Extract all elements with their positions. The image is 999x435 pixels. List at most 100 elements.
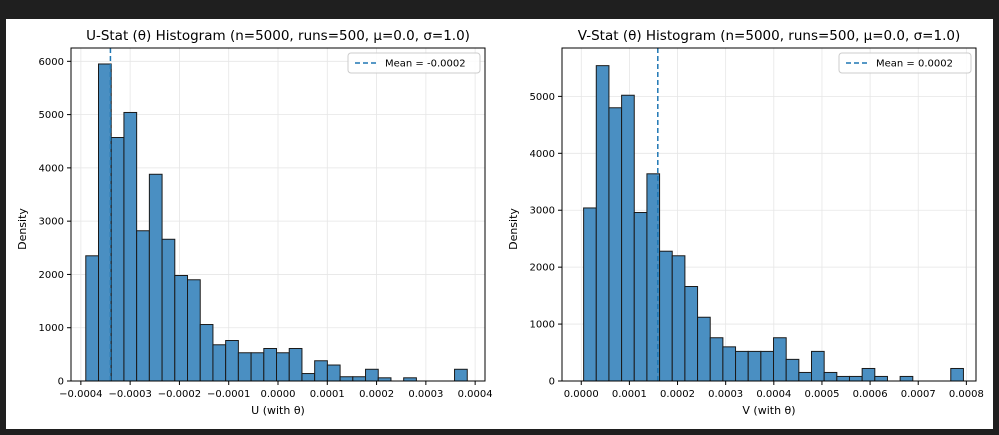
chart-title: U-Stat (θ) Histogram (n=5000, runs=500, … [86, 28, 470, 44]
x-tick-label: 0.0002 [660, 389, 695, 400]
histogram-bar [199, 324, 214, 382]
legend-box [347, 52, 481, 74]
x-tick-label: 0.0003 [408, 389, 443, 400]
histogram-bar [136, 230, 150, 382]
histogram-bar [85, 255, 100, 382]
x-tick-label: 0.0000 [564, 389, 599, 400]
bars [85, 63, 468, 382]
histogram-bar [760, 350, 775, 382]
histogram-bar [874, 375, 888, 382]
histogram-bar [212, 344, 227, 382]
histogram-bar [174, 275, 189, 382]
x-tick-label: 0.0000 [261, 389, 296, 400]
x-tick-label: 0.0004 [756, 389, 791, 400]
y-tick-label: 0 [58, 377, 64, 388]
x-tick-label: −0.0003 [108, 389, 151, 400]
histogram-bar [98, 63, 112, 382]
figure: U-Stat (θ) Histogram (n=5000, runs=500, … [6, 19, 993, 429]
histogram-bar [811, 350, 825, 382]
plot-area-border [561, 47, 977, 382]
x-tick-label: 0.0001 [612, 389, 647, 400]
y-tick-label: 6000 [39, 57, 64, 68]
histogram-bar [621, 94, 635, 382]
histogram-bar [148, 173, 163, 382]
x-tick-label: 0.0001 [310, 389, 345, 400]
x-tick-label: 0.0006 [853, 389, 888, 400]
x-tick-label: 0.0003 [708, 389, 743, 400]
x-tick-label: −0.0002 [158, 389, 201, 400]
histogram-bar [288, 347, 303, 382]
histogram-bar [187, 279, 201, 382]
histogram-bar [314, 360, 328, 382]
y-tick-label: 0 [549, 377, 555, 388]
y-tick-label: 2000 [530, 263, 555, 274]
histogram-bar [722, 346, 737, 382]
histogram-bar [583, 207, 597, 382]
x-tick-label: 0.0008 [949, 389, 984, 400]
histogram-bar [950, 367, 964, 382]
histogram-bar [454, 368, 468, 382]
histogram-bar [684, 286, 699, 382]
y-tick-label: 5000 [39, 110, 64, 121]
histogram-bar [785, 358, 800, 382]
histogram-bar [301, 373, 316, 382]
legend: Mean = -0.0002 [347, 52, 481, 74]
y-tick-label: 1000 [530, 320, 555, 331]
histogram-bar [899, 375, 914, 382]
histogram-bar [823, 371, 838, 382]
histogram-bar [608, 107, 623, 382]
u-stat-panel: U-Stat (θ) Histogram (n=5000, runs=500, … [16, 28, 493, 417]
histogram-bar [861, 367, 876, 382]
histogram-bar [798, 371, 813, 382]
legend-mean-label: Mean = -0.0002 [385, 59, 466, 70]
chart-title: V-Stat (θ) Histogram (n=5000, runs=500, … [578, 28, 960, 44]
histogram-bar [773, 337, 787, 382]
x-tick-label: 0.0007 [901, 389, 936, 400]
y-tick-label: 4000 [530, 149, 555, 160]
y-tick-label: 3000 [39, 217, 64, 228]
x-tick-label: 0.0004 [458, 389, 493, 400]
histogram-bar [110, 137, 125, 382]
histogram-bar [225, 340, 239, 382]
histogram-bar [671, 255, 686, 382]
histogram-bar [263, 347, 278, 382]
histogram-bar [161, 238, 176, 382]
x-axis-label: U (with θ) [251, 404, 305, 417]
legend-box [838, 52, 972, 74]
y-tick-label: 1000 [39, 323, 64, 334]
histogram-bar [735, 350, 749, 382]
v-stat-panel: V-Stat (θ) Histogram (n=5000, runs=500, … [507, 28, 984, 417]
histogram-figure-svg: U-Stat (θ) Histogram (n=5000, runs=500, … [16, 28, 984, 417]
x-tick-label: −0.0004 [59, 389, 102, 400]
ticks: 0.0000 0.0001 0.0002 0.0003 0.0004 0.0005 0.00… [530, 92, 984, 400]
legend-mean-label: Mean = 0.0002 [876, 59, 953, 70]
ticks: −0.0004 −0.0003 −0.0002 −0.0001 0.0000 0.0001… [39, 57, 493, 400]
bars [583, 65, 964, 382]
histogram-bar [709, 337, 724, 382]
histogram-bar [352, 376, 367, 382]
histogram-bar [276, 352, 290, 382]
histogram-bar [848, 375, 863, 382]
x-tick-label: −0.0001 [207, 389, 250, 400]
histogram-bar [237, 352, 252, 382]
histogram-bar [633, 212, 648, 382]
histogram-bar [250, 352, 265, 382]
y-axis-label: Density [16, 208, 29, 250]
y-tick-label: 4000 [39, 163, 64, 174]
y-tick-label: 2000 [39, 270, 64, 281]
histogram-bar [326, 364, 341, 382]
x-tick-label: 0.0002 [359, 389, 394, 400]
histogram-bar [595, 65, 610, 382]
histogram-bar [659, 250, 673, 382]
x-tick-label: 0.0005 [804, 389, 839, 400]
histogram-bar [339, 376, 354, 382]
y-axis-label: Density [507, 208, 520, 250]
histogram-bar [123, 111, 138, 382]
histogram-bar [697, 316, 711, 382]
x-axis-label: V (with θ) [742, 404, 795, 417]
axes-frame [561, 47, 977, 382]
legend: Mean = 0.0002 [838, 52, 972, 74]
histogram-bar [365, 368, 379, 382]
y-tick-label: 3000 [530, 206, 555, 217]
histogram-bar [836, 375, 850, 382]
